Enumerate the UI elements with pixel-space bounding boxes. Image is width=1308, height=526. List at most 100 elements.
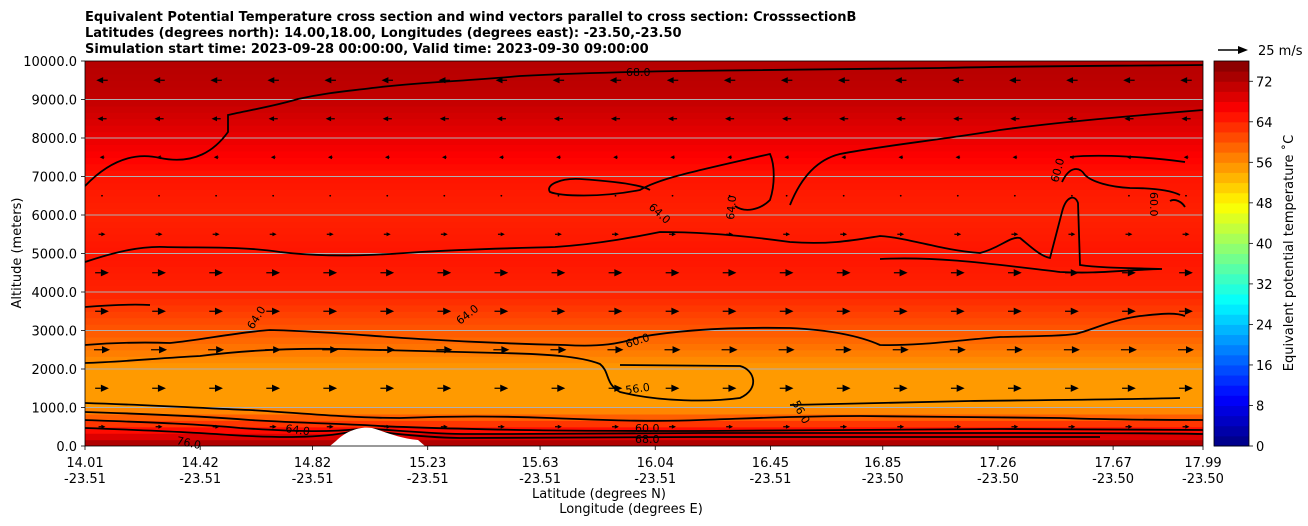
colorbar-step [1214,111,1249,123]
wind-vector [437,269,452,277]
wind-vector [722,384,737,392]
x-axis: 14.01-23.5114.42-23.5114.82-23.5115.23-2… [64,446,1224,487]
colorbar-step [1214,61,1249,72]
contour-label: 68.0 [635,433,660,446]
field-band [85,285,1203,293]
wind-vector [323,269,338,277]
wind-vector [956,194,959,197]
y-tick-label: 2000.0 [32,363,78,378]
wind-vector [952,77,964,84]
wind-vector [152,384,166,392]
x-tick-label-lon: -23.50 [1182,472,1224,487]
contour-line-64-upper [85,196,1163,274]
field-band [85,420,1203,428]
wind-vector [1123,77,1135,84]
colorbar-step [1214,162,1249,173]
wind-vector [609,77,622,84]
colorbar-step [1214,283,1249,295]
contour-line-sfc-2 [85,419,1203,435]
field-band [85,99,1203,107]
wind-vector [1007,384,1022,392]
wind-vector [494,384,509,392]
x-tick-label-lat: 17.26 [979,456,1016,471]
colorbar-step [1214,243,1249,254]
colorbar-step [1214,375,1249,386]
wind-vector [835,346,852,354]
colorbar-step [1214,304,1249,315]
wind-vector [1068,232,1076,237]
colorbar-tick-label: 64 [1256,116,1273,131]
wind-vector [842,194,845,197]
colorbar-step [1214,334,1249,346]
wind-vector [443,194,446,197]
wind-vector [1065,269,1079,277]
wind-vector [1009,77,1021,84]
wind-vector [664,346,681,354]
field-band [85,131,1203,139]
field-band [85,170,1203,178]
field-band [85,259,1203,267]
wind-vector [384,155,390,160]
field-band [85,182,1203,190]
field-band [85,292,1203,300]
field-band [85,394,1203,402]
wind-vector [954,232,962,237]
wind-vector [499,155,504,160]
y-tick-label: 6000.0 [32,209,78,224]
field-band [85,324,1203,332]
wind-vector [213,155,219,160]
x-tick-label-lon: -23.51 [749,472,791,487]
wind-vector [779,384,794,392]
field-band [85,266,1203,274]
wind-vector [607,346,624,354]
wind-vector [1066,77,1078,84]
field-band [85,150,1203,158]
wind-vector [494,269,509,277]
wind-vector [382,116,392,122]
wind-vector [895,77,907,84]
y-tick-label: 1000.0 [32,402,78,417]
field-band [85,189,1203,197]
field-band [85,234,1203,242]
wind-vector [98,424,106,429]
wind-vector [665,269,680,277]
wind-vector [840,424,848,429]
contour-label: 56.0 [625,381,651,397]
wind-vector [778,346,795,354]
wind-vector [726,232,734,237]
colorbar-tick-label: 24 [1256,318,1273,333]
wind-vector [1182,424,1190,429]
wind-vector [272,194,275,197]
wind-vector [550,346,567,354]
wind-vector [1124,116,1134,122]
field-band [85,215,1203,223]
y-tick-label: 9000.0 [32,94,78,109]
quiver-key-arrow-icon [1238,46,1248,54]
contour-line-68 [85,64,1203,187]
wind-vector [1185,194,1187,197]
wind-vector [608,307,623,315]
title-line-2: Latitudes (degrees north): 14.00,18.00, … [85,26,682,41]
colorbar-step [1214,223,1249,234]
wind-vector [783,424,791,429]
field-band [85,221,1203,229]
field-band [85,439,1203,446]
wind-vector [437,384,452,392]
colorbar-step [1214,192,1249,204]
wind-vector [496,116,506,122]
wind-vector [1063,346,1080,354]
wind-vector [839,116,849,122]
field-band [85,138,1203,146]
field-band [85,356,1203,364]
x-tick-label-lat: 14.82 [294,456,331,471]
wind-vector [955,155,961,160]
field-band [85,311,1203,319]
y-tick-label: 7000.0 [32,171,78,186]
wind-vector [209,307,223,315]
colorbar-step [1214,435,1249,447]
wind-vector [266,307,281,315]
wind-vector [722,307,737,315]
wind-vector [722,269,737,277]
colorbar-step [1214,91,1249,103]
